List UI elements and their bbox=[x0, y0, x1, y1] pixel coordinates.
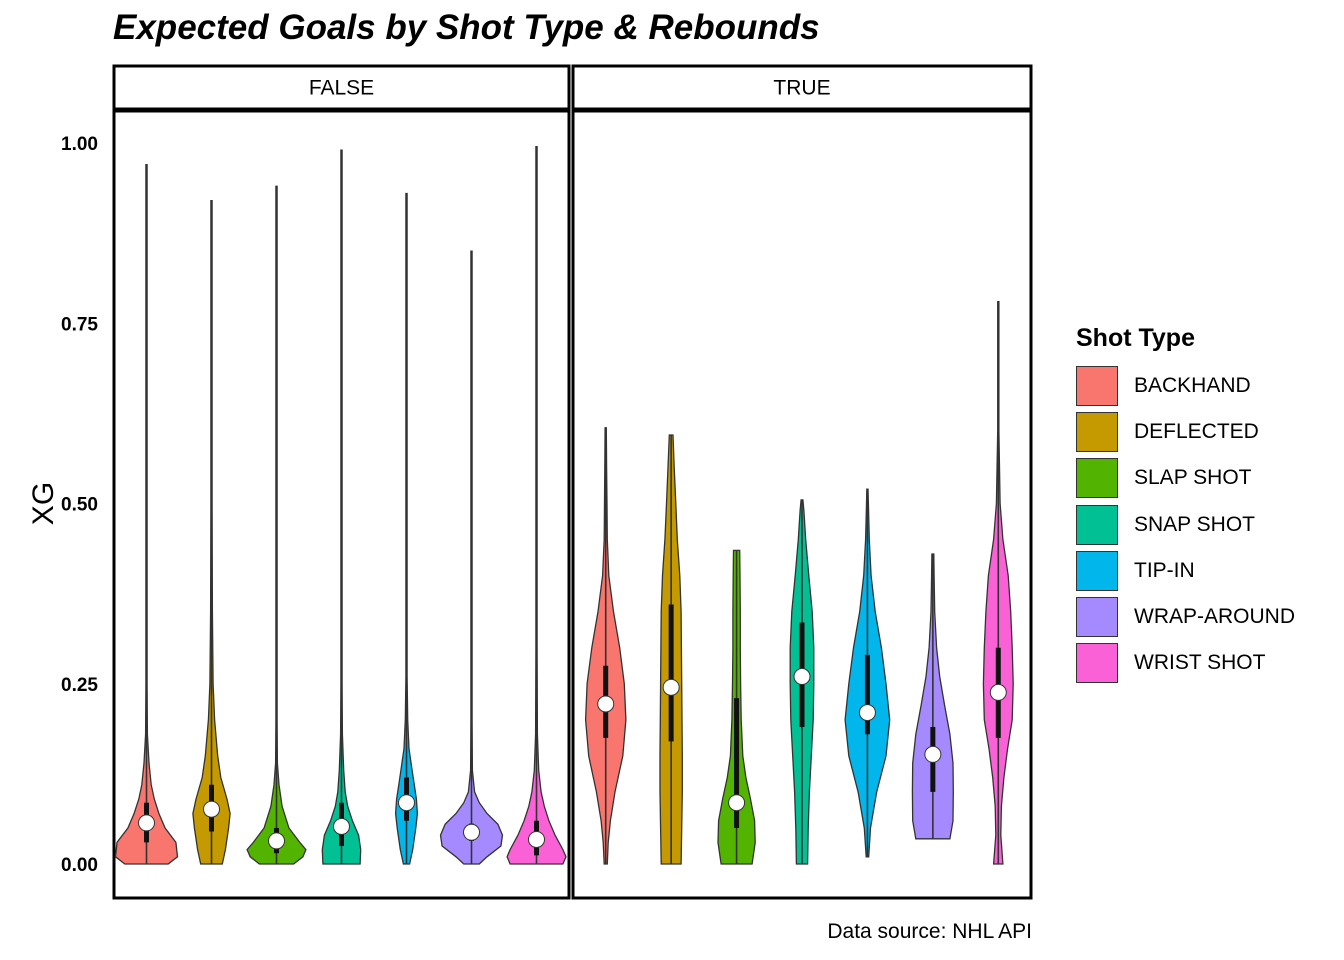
violin-true-deflected bbox=[659, 434, 683, 865]
violin-true-backhand bbox=[584, 427, 627, 865]
legend-label: WRIST SHOT bbox=[1134, 651, 1266, 675]
violin-false-snap-shot bbox=[321, 149, 362, 865]
violin-median-point bbox=[528, 830, 545, 848]
data-source-caption: Data source: NHL API bbox=[827, 920, 1032, 943]
violin-median-point bbox=[398, 794, 415, 812]
violin-median-point bbox=[597, 695, 615, 713]
violin-median-point bbox=[662, 678, 680, 696]
violin-true-wrap-around bbox=[911, 553, 954, 840]
legend-key bbox=[1076, 550, 1118, 591]
legend-title: Shot Type bbox=[1076, 324, 1195, 352]
violin-false-wrap-around bbox=[439, 250, 504, 865]
legend-item-tip-in: TIP-IN bbox=[1076, 548, 1295, 594]
legend-item-wrist-shot: WRIST SHOT bbox=[1076, 640, 1295, 686]
legend-item-slap-shot: SLAP SHOT bbox=[1076, 455, 1295, 501]
legend-items: BACKHAND DEFLECTED SLAP SHOT SNAP SHOT TIP-I… bbox=[1076, 363, 1295, 686]
legend-item-backhand: BACKHAND bbox=[1076, 363, 1295, 409]
chart-title: Expected Goals by Shot Type & Rebounds bbox=[113, 8, 820, 47]
legend-key bbox=[1076, 366, 1118, 407]
facet-label: FALSE bbox=[309, 77, 374, 100]
legend-label: SLAP SHOT bbox=[1134, 466, 1252, 490]
legend: Shot Type BACKHAND DEFLECTED SLAP SHOT SNAP… bbox=[1076, 324, 1295, 686]
facet-strip-true bbox=[571, 64, 1033, 111]
legend-key bbox=[1076, 597, 1118, 638]
legend-key bbox=[1076, 504, 1118, 545]
violin-false-slap-shot bbox=[246, 185, 307, 865]
violin-false-tip-in bbox=[394, 192, 419, 865]
legend-label: DEFLECTED bbox=[1134, 420, 1259, 444]
facet-strip-false bbox=[112, 64, 571, 111]
violin-median-point bbox=[268, 832, 285, 850]
violin-true-tip-in bbox=[844, 488, 891, 858]
violin-median-point bbox=[728, 794, 746, 812]
facet-panel-false bbox=[112, 109, 571, 900]
legend-item-deflected: DEFLECTED bbox=[1076, 409, 1295, 455]
y-tick-label: 0.50 bbox=[61, 495, 98, 516]
violin-true-wrist-shot bbox=[982, 300, 1014, 865]
y-tick-label: 0.25 bbox=[61, 675, 98, 696]
y-tick-label: 0.75 bbox=[61, 314, 98, 335]
legend-label: SNAP SHOT bbox=[1134, 512, 1255, 536]
legend-label: WRAP-AROUND bbox=[1134, 605, 1295, 629]
legend-key bbox=[1076, 458, 1118, 499]
legend-key bbox=[1076, 412, 1118, 453]
violin-median-point bbox=[924, 745, 942, 763]
facet-panel-true bbox=[571, 109, 1033, 900]
violin-median-point bbox=[138, 814, 155, 832]
violin-median-point bbox=[989, 683, 1007, 701]
legend-label: BACKHAND bbox=[1134, 374, 1251, 398]
violin-median-point bbox=[793, 668, 811, 686]
violin-median-point bbox=[858, 704, 876, 722]
y-axis-label: XG bbox=[27, 482, 60, 525]
violin-median-point bbox=[463, 823, 480, 841]
violin-true-slap-shot bbox=[717, 549, 756, 865]
violin-median-point bbox=[333, 818, 350, 836]
y-tick-label: 1.00 bbox=[61, 134, 98, 155]
violin-true-snap-shot bbox=[789, 499, 815, 865]
violin-false-backhand bbox=[114, 163, 179, 865]
violin-false-deflected bbox=[192, 200, 231, 865]
facet-label: TRUE bbox=[773, 77, 830, 100]
violin-median-point bbox=[203, 800, 220, 818]
legend-item-snap-shot: SNAP SHOT bbox=[1076, 502, 1295, 548]
legend-key bbox=[1076, 643, 1118, 684]
legend-item-wrap-around: WRAP-AROUND bbox=[1076, 594, 1295, 640]
y-tick-label: 0.00 bbox=[61, 855, 98, 876]
violin-false-wrist-shot bbox=[506, 145, 567, 865]
legend-label: TIP-IN bbox=[1134, 558, 1195, 582]
